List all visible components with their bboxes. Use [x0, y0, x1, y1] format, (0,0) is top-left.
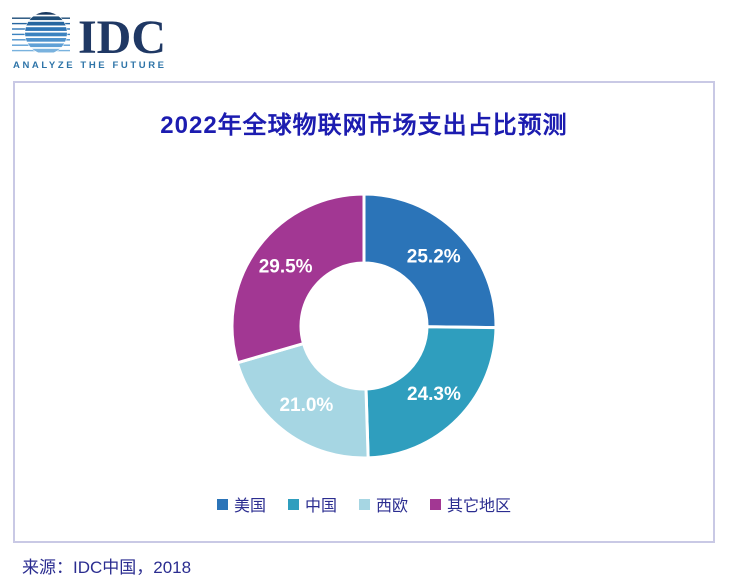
legend-item-3: 西欧: [359, 492, 408, 516]
donut-chart: 25.2% 24.3% 21.0% 29.5%: [230, 192, 498, 460]
donut-slice-3: [235, 342, 370, 460]
slice-label-4: 29.5%: [259, 257, 313, 278]
legend-swatch-4: [430, 498, 442, 510]
slice-label-3: 21.0%: [279, 395, 333, 416]
legend-label-2: 中国: [304, 498, 337, 515]
donut-chart-container: 25.2% 24.3% 21.0% 29.5%: [228, 190, 500, 462]
idc-logo-tagline: ANALYZE THE FUTURE: [13, 60, 167, 71]
legend-label-4: 其它地区: [447, 498, 512, 515]
donut-slice-1: [362, 192, 498, 330]
idc-logo-svg: IDC ANALYZE THE FUTURE: [12, 11, 167, 71]
donut-slice-4: [230, 192, 366, 365]
chart-legend: 美国 中国 西欧 其它地区: [216, 492, 511, 516]
legend-swatch-3: [359, 498, 370, 510]
source-note: 来源：IDC中国，2018: [22, 558, 192, 577]
legend-item-4: 其它地区: [430, 492, 511, 516]
legend-item-2: 中国: [287, 492, 337, 516]
slice-label-1: 25.2%: [407, 247, 461, 268]
legend-item-1: 美国: [216, 492, 266, 516]
legend-label-1: 美国: [233, 498, 266, 515]
legend-label-3: 西欧: [376, 498, 409, 515]
legend-swatch-2: [287, 498, 299, 510]
donut-slice-2: [364, 325, 498, 460]
idc-logo: IDC ANALYZE THE FUTURE: [12, 8, 202, 72]
chart-title: 2022年全球物联网市场支出占比预测: [160, 112, 568, 139]
chart-panel: 2022年全球物联网市场支出占比预测 25.2% 24.3% 21.0% 29.5% …: [13, 81, 715, 543]
slice-label-2: 24.3%: [407, 384, 461, 405]
idc-logo-text: IDC: [78, 11, 166, 64]
idc-globe-icon: [12, 11, 70, 55]
legend-swatch-1: [216, 498, 228, 510]
